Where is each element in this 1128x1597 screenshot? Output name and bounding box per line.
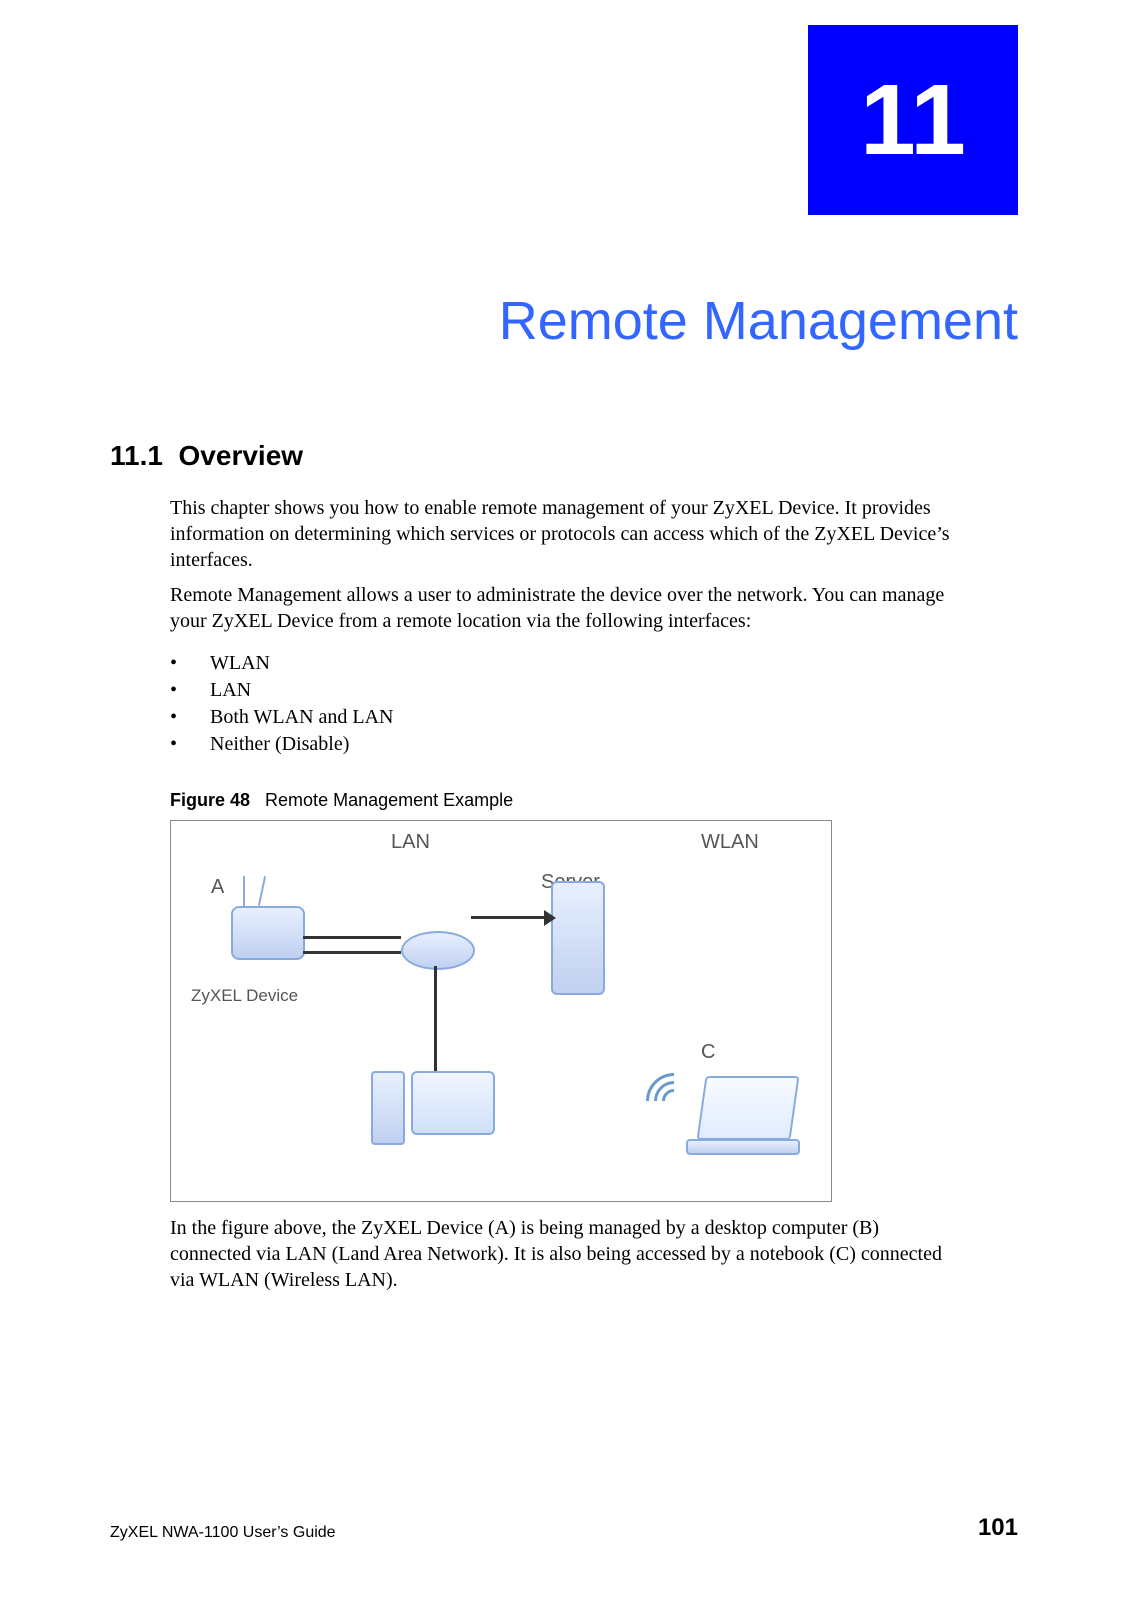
laptop-screen-icon [697, 1076, 800, 1140]
figure-label-bold: Figure 48 [170, 790, 250, 810]
bullet-list: •WLAN •LAN •Both WLAN and LAN •Neither (… [170, 650, 958, 758]
page-footer: ZyXEL NWA-1100 User’s Guide 101 [110, 1514, 1018, 1542]
connection-line [434, 966, 437, 1071]
chapter-number: 11 [860, 63, 966, 178]
diagram-label-lan: LAN [391, 831, 430, 854]
connection-line [303, 951, 401, 954]
paragraph-1: This chapter shows you how to enable rem… [170, 495, 958, 573]
page: 11 Remote Management 11.1 Overview This … [0, 0, 1128, 1597]
diagram-label-c: C [701, 1041, 715, 1064]
figure-diagram: LAN WLAN A Server ZyXEL Device C [170, 820, 832, 1202]
footer-page-number: 101 [978, 1514, 1018, 1542]
section-title: Overview [179, 440, 304, 471]
diagram-label-wlan: WLAN [701, 831, 759, 854]
laptop-base-icon [686, 1139, 800, 1155]
antenna-icon [243, 876, 245, 906]
monitor-icon [411, 1071, 495, 1135]
bullet-text: Neither (Disable) [210, 731, 349, 758]
bullet-text: LAN [210, 677, 251, 704]
section-heading: 11.1 Overview [110, 440, 303, 472]
figure-caption: Figure 48 Remote Management Example [170, 790, 513, 811]
bullet-text: Both WLAN and LAN [210, 704, 394, 731]
footer-guide-name: ZyXEL NWA-1100 User’s Guide [110, 1524, 336, 1542]
desktop-tower-icon [371, 1071, 405, 1145]
chapter-number-box: 11 [808, 25, 1018, 215]
bullet-text: WLAN [210, 650, 270, 677]
paragraph-2: Remote Management allows a user to admin… [170, 582, 958, 634]
list-item: •Neither (Disable) [170, 731, 958, 758]
figure-label-rest: Remote Management Example [265, 790, 513, 810]
diagram-label-a: A [211, 876, 224, 899]
section-number: 11.1 [110, 440, 163, 471]
diagram-label-device: ZyXEL Device [191, 986, 298, 1006]
connection-line [303, 936, 401, 939]
list-item: •Both WLAN and LAN [170, 704, 958, 731]
zyxel-device-icon [231, 906, 305, 960]
connection-arrow [471, 916, 546, 919]
antenna-icon [258, 876, 266, 906]
paragraph-3: In the figure above, the ZyXEL Device (A… [170, 1215, 958, 1293]
server-icon [551, 881, 605, 995]
chapter-title: Remote Management [0, 290, 1018, 352]
list-item: •WLAN [170, 650, 958, 677]
list-item: •LAN [170, 677, 958, 704]
router-icon [401, 931, 475, 970]
